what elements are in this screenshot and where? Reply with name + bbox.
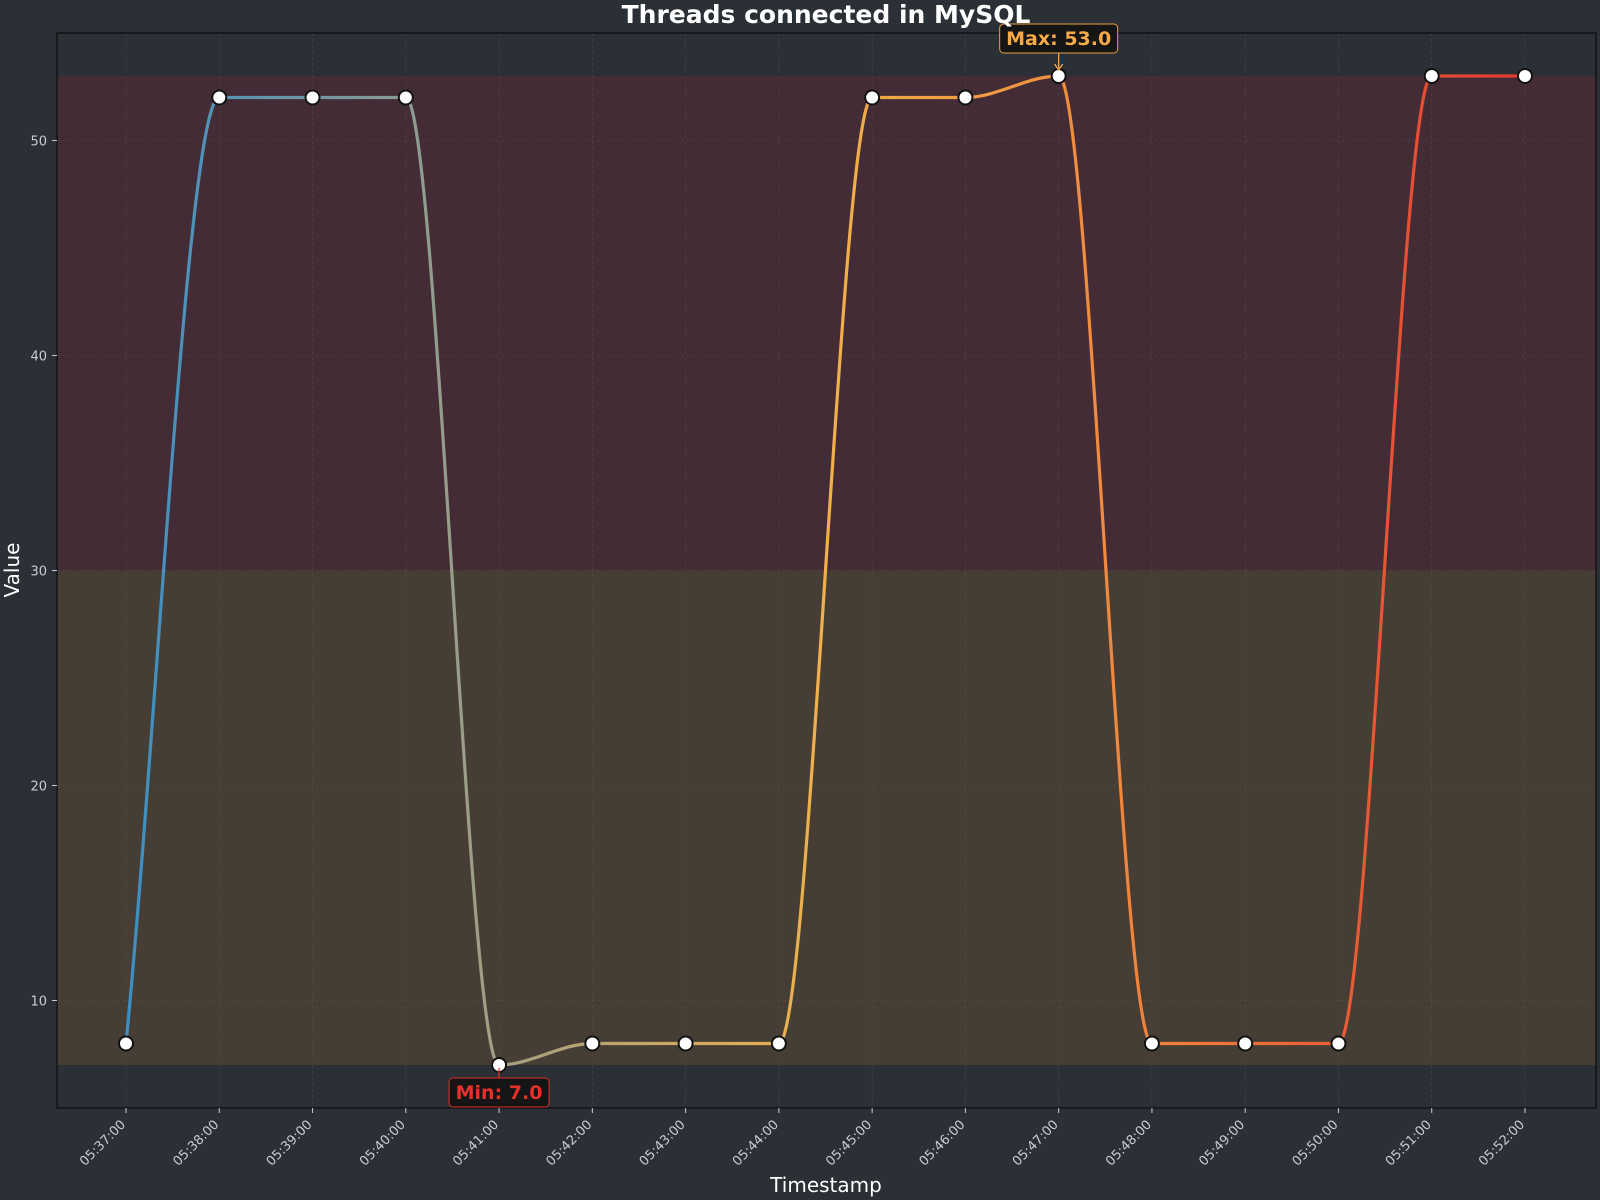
- y-tick-label-4: 50: [30, 135, 47, 150]
- y-tick-label-0: 10: [30, 995, 47, 1010]
- data-point-12: [1237, 1035, 1254, 1052]
- threshold-bands: [57, 76, 1596, 1065]
- min-annotation-text: Min: 7.0: [456, 1082, 543, 1104]
- data-point-1: [211, 89, 228, 106]
- data-point-5: [584, 1035, 601, 1052]
- data-point-6: [677, 1035, 694, 1052]
- max-annotation-box: [999, 23, 1119, 54]
- min-annotation: Min: 7.0: [448, 1068, 550, 1108]
- data-point-13: [1330, 1035, 1347, 1052]
- y-axis-label: Value: [0, 543, 24, 598]
- data-point-0: [118, 1035, 134, 1052]
- max-annotation: Max: 53.0: [999, 23, 1119, 72]
- data-point-7: [770, 1035, 787, 1052]
- min-annotation-box: [448, 1077, 550, 1108]
- max-arrow-head: [1054, 63, 1064, 72]
- data-point-8: [864, 89, 881, 106]
- series-segment-10: [1057, 74, 1154, 1046]
- data-point-11: [1143, 1035, 1160, 1052]
- data-points: [118, 68, 1533, 1073]
- band-0: [57, 570, 1596, 1065]
- series-segment-7: [777, 95, 874, 1046]
- y-tick-label-3: 40: [30, 350, 47, 365]
- series-line: [124, 74, 1527, 1067]
- y-tick-label-1: 20: [30, 780, 47, 795]
- y-tick-label-2: 30: [30, 565, 47, 580]
- y-axis: 10 20 30 40 50: [30, 135, 57, 1010]
- x-axis-label: Timestamp: [769, 1173, 882, 1197]
- series-segment-3: [404, 95, 501, 1067]
- series-segment-0: [124, 95, 221, 1046]
- data-point-3: [397, 89, 414, 106]
- band-1: [57, 76, 1596, 571]
- series-segment-4: [497, 1041, 594, 1067]
- data-point-15: [1517, 68, 1533, 84]
- series-segment-13: [1336, 74, 1434, 1046]
- max-annotation-text: Max: 53.0: [1006, 28, 1111, 50]
- chart-title: Threads connected in MySQL: [622, 0, 1031, 29]
- data-point-14: [1423, 68, 1440, 84]
- annotations: Max: 53.0 Min: 7.0: [448, 23, 1119, 1108]
- data-point-2: [304, 89, 321, 106]
- series-segment-9: [963, 74, 1061, 100]
- data-point-9: [957, 89, 974, 106]
